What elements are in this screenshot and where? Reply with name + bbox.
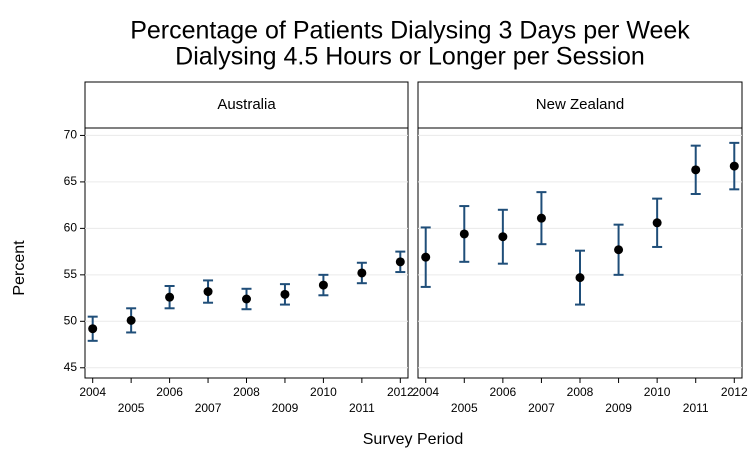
point bbox=[729, 161, 739, 171]
point bbox=[459, 229, 469, 239]
chart-title: Percentage of Patients Dialysing 3 Days … bbox=[130, 17, 690, 45]
panel-title: Australia bbox=[217, 96, 276, 113]
x-tick-label: 2010 bbox=[310, 385, 337, 399]
x-tick-label: 2007 bbox=[528, 401, 555, 415]
point bbox=[88, 324, 98, 334]
y-tick-label: 70 bbox=[64, 128, 78, 142]
point bbox=[280, 289, 290, 299]
point bbox=[575, 273, 585, 283]
panel-strip bbox=[84, 81, 409, 129]
point bbox=[395, 257, 405, 267]
point bbox=[318, 280, 328, 290]
point bbox=[691, 165, 701, 175]
point bbox=[203, 287, 213, 297]
y-tick-label: 45 bbox=[64, 360, 78, 374]
x-tick-label: 2005 bbox=[118, 401, 145, 415]
x-tick-label: 2004 bbox=[79, 385, 106, 399]
y-tick-label: 60 bbox=[64, 221, 78, 235]
point bbox=[652, 218, 662, 228]
x-tick-label: 2011 bbox=[683, 401, 709, 415]
point bbox=[614, 245, 624, 255]
point bbox=[536, 213, 546, 223]
x-tick-label: 2009 bbox=[605, 401, 632, 415]
panel-strip bbox=[417, 81, 743, 129]
x-tick-label: 2008 bbox=[567, 385, 594, 399]
point bbox=[498, 232, 508, 242]
y-tick-label: 50 bbox=[64, 313, 78, 327]
chart-title: Dialysing 4.5 Hours or Longer per Sessio… bbox=[175, 43, 645, 71]
y-axis-title: Percent bbox=[11, 240, 28, 296]
y-tick-label: 65 bbox=[64, 174, 78, 188]
point bbox=[165, 292, 175, 302]
x-tick-label: 2009 bbox=[272, 401, 299, 415]
plot-area bbox=[84, 127, 409, 379]
point bbox=[357, 268, 367, 278]
x-tick-label: 2008 bbox=[233, 385, 260, 399]
point bbox=[421, 252, 431, 262]
x-tick-label: 2006 bbox=[156, 385, 183, 399]
x-tick-label: 2010 bbox=[644, 385, 671, 399]
x-tick-label: 2007 bbox=[195, 401, 222, 415]
x-tick-label: 2011 bbox=[349, 401, 375, 415]
x-axis-title: Survey Period bbox=[363, 431, 464, 448]
x-tick-label: 2012 bbox=[387, 385, 414, 399]
y-tick-label: 55 bbox=[64, 267, 78, 281]
x-tick-label: 2006 bbox=[490, 385, 517, 399]
x-tick-label: 2005 bbox=[451, 401, 478, 415]
panel-title: New Zealand bbox=[536, 96, 624, 113]
point bbox=[126, 315, 136, 325]
x-tick-label: 2004 bbox=[412, 385, 439, 399]
point bbox=[242, 294, 251, 304]
x-tick-label: 2012 bbox=[721, 385, 748, 399]
